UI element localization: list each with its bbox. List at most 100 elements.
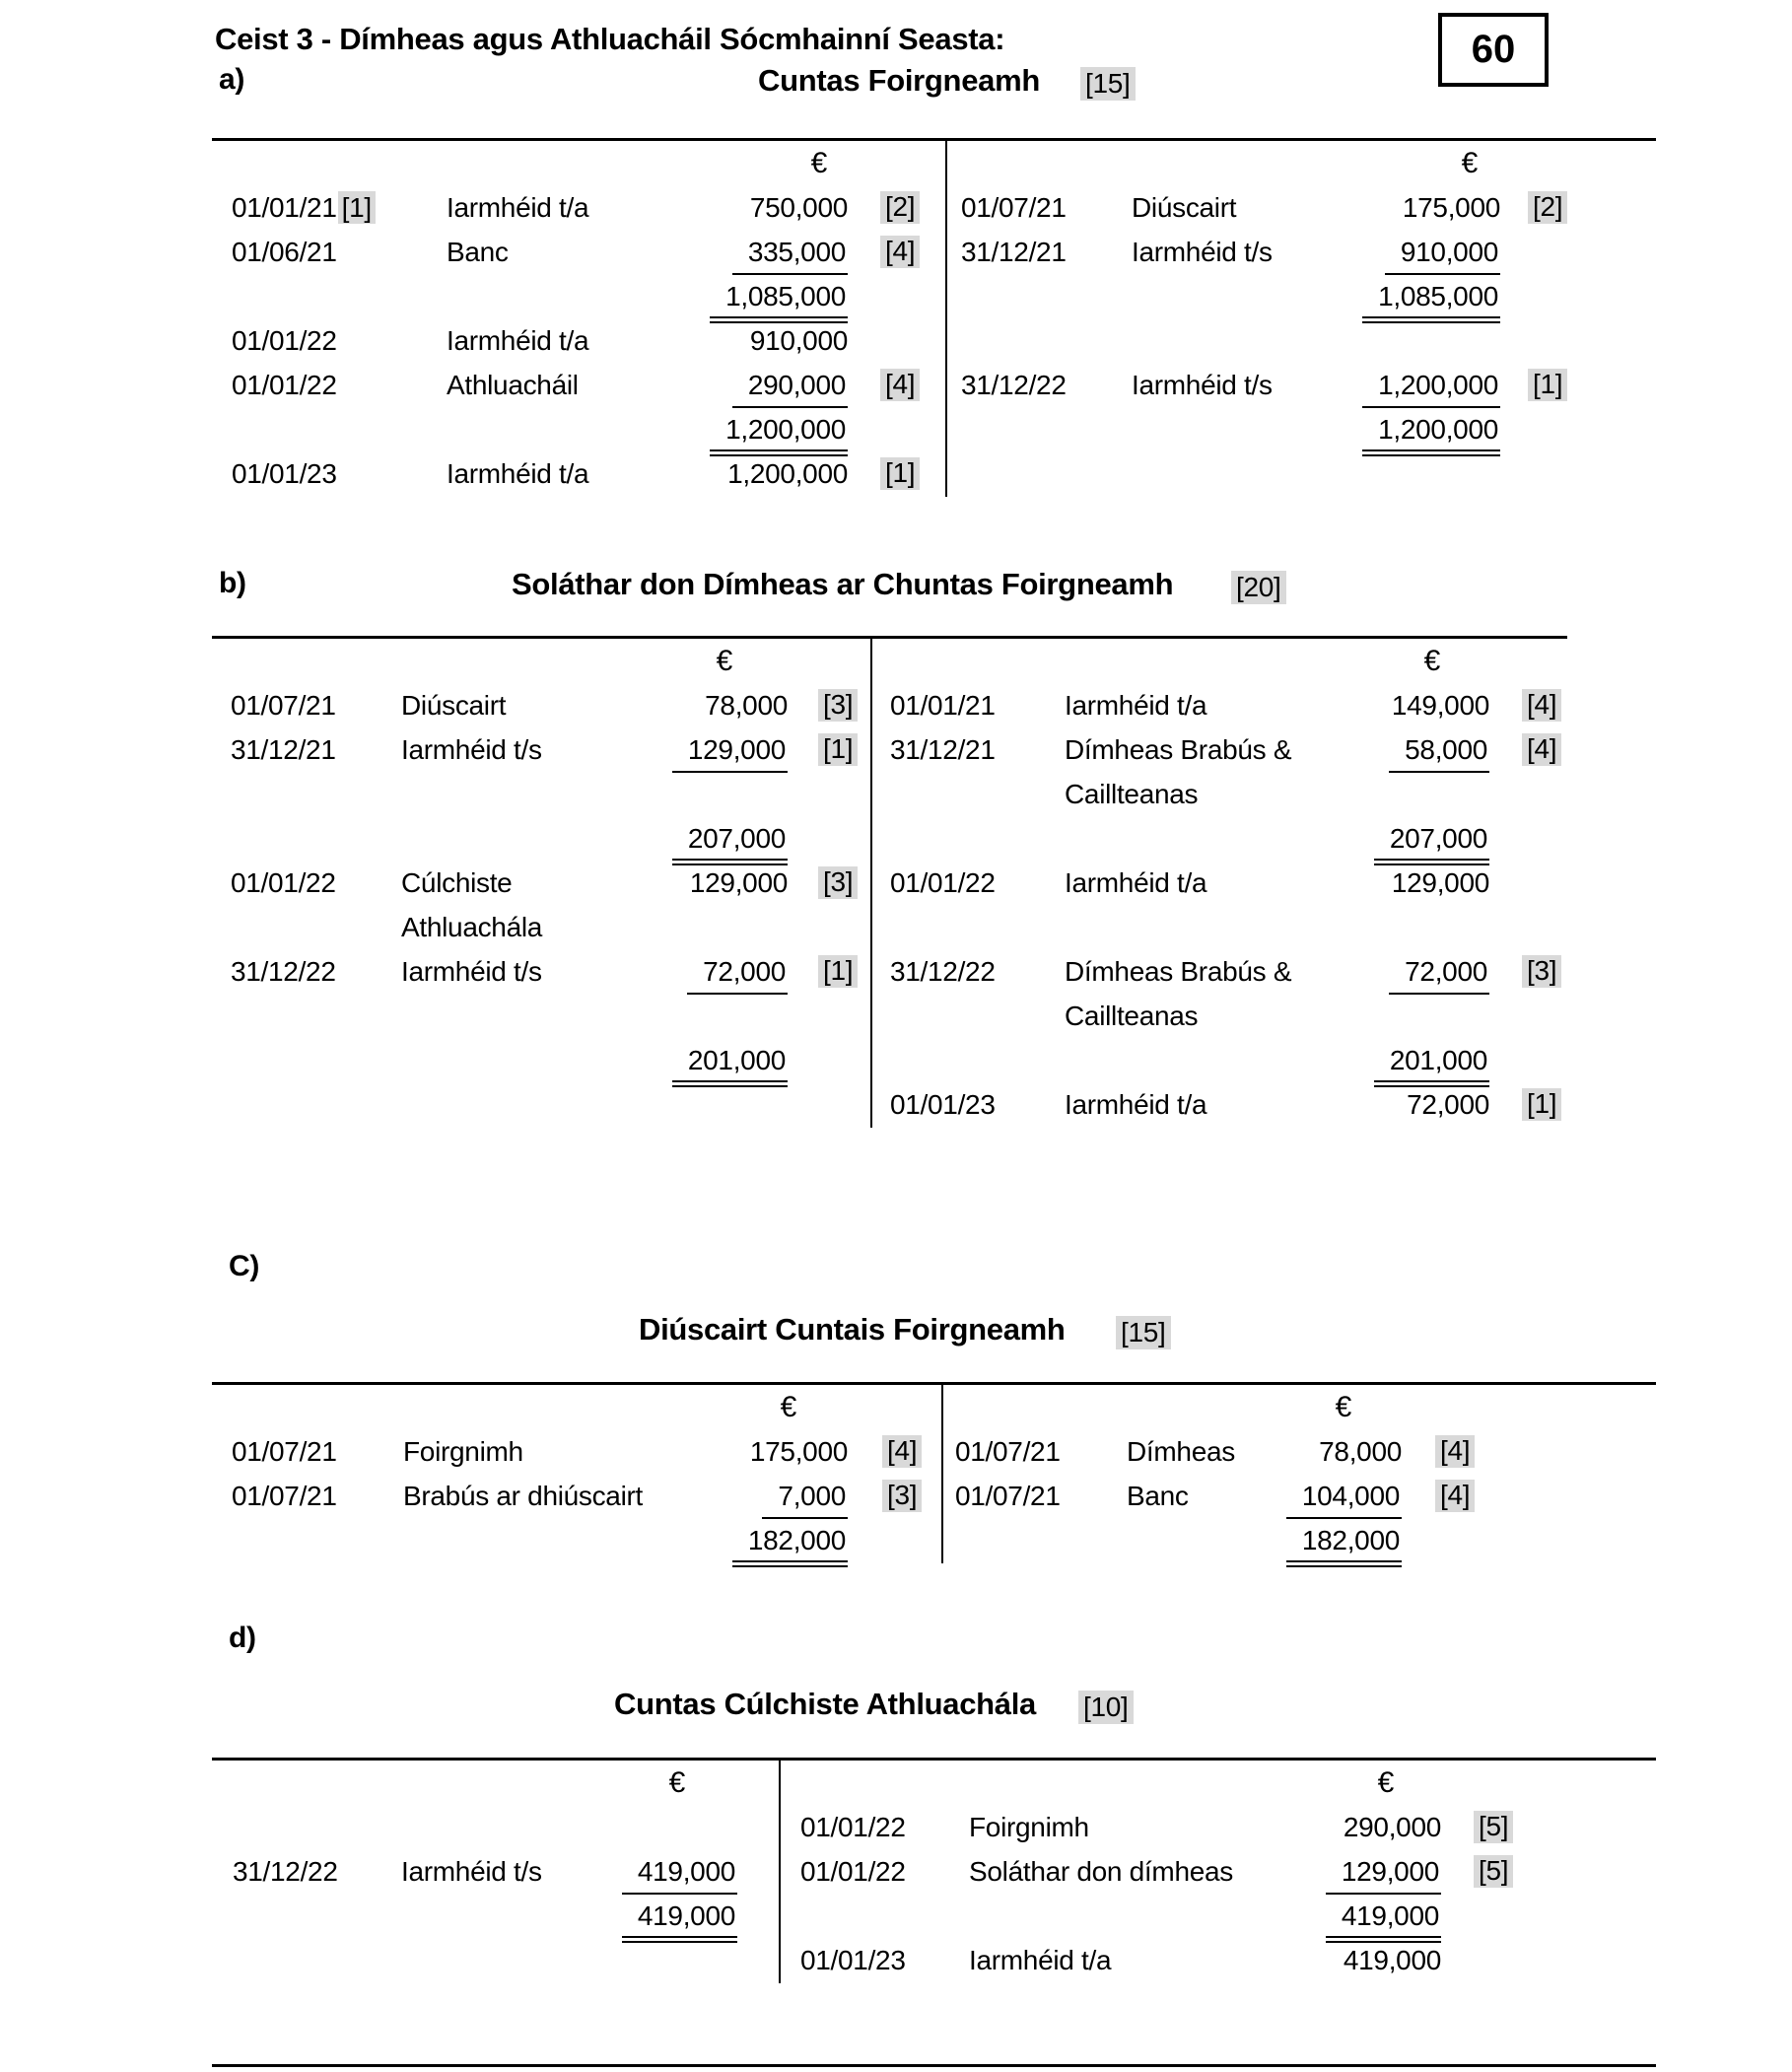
entry-mark: [3] — [882, 1480, 923, 1512]
bottom-rule — [212, 2064, 1656, 2067]
entry-mark: [2] — [880, 191, 921, 224]
section-label-c: C) — [229, 1250, 260, 1282]
section-label-b: b) — [219, 567, 246, 599]
total-marks-value: 60 — [1471, 28, 1516, 71]
entry-description: Banc — [447, 237, 509, 268]
currency-symbol: € — [1461, 147, 1479, 179]
account-entry-row: Athluachála — [212, 906, 870, 950]
entry-mark: [1] — [880, 457, 921, 490]
entry-date: 01/07/21 — [955, 1481, 1061, 1512]
entry-date: 01/01/22 — [890, 867, 996, 899]
entry-description: Iarmhéid t/a — [1065, 1089, 1207, 1121]
account-entry-row: 1,200,000 — [212, 408, 945, 456]
entry-amount: 419,000 — [621, 1856, 737, 1895]
account-entry-row: 182,000 — [212, 1519, 941, 1567]
entry-amount: 910,000 — [1384, 237, 1500, 275]
account-entry-row: 31/12/22 Iarmhéid t/s 1,200,000 [1] — [947, 364, 1656, 408]
currency-header-row: € — [212, 141, 945, 186]
entry-amount: 129,000 — [671, 734, 788, 773]
entry-description: Foirgnimh — [403, 1436, 523, 1468]
t-account-b-debit-side: € 01/07/21 Diúscairt 78,000 [3] 31/12/21 Iarm… — [212, 639, 870, 1128]
entry-amount: 182,000 — [731, 1525, 848, 1567]
entry-amount: 175,000 — [1402, 192, 1500, 224]
account-entry-row — [212, 995, 870, 1039]
entry-mark: [5] — [1474, 1855, 1514, 1888]
account-entry-row: 01/01/22 Foirgnimh 290,000 [5] — [781, 1806, 1656, 1850]
account-entry-row: 419,000 — [212, 1895, 779, 1943]
entry-amount: 419,000 — [1343, 1945, 1441, 1976]
entry-mark: [2] — [1528, 191, 1568, 224]
entry-amount: 149,000 — [1391, 690, 1489, 722]
entry-date: 31/12/22 — [231, 956, 336, 988]
entry-date: 01/07/21 — [232, 1436, 337, 1468]
entry-description: Soláthar don dímheas — [969, 1856, 1233, 1888]
currency-symbol: € — [1335, 1391, 1352, 1423]
account-marks-d: [10] — [1078, 1691, 1134, 1724]
entry-description: Dímheas Brabús & — [1065, 734, 1292, 766]
entry-mark: [1] — [1528, 369, 1568, 401]
account-entry-row: Caillteanas — [872, 773, 1567, 817]
account-title-d: Cuntas Cúlchiste Athluachála — [614, 1687, 1036, 1721]
entry-description: Iarmhéid t/s — [1132, 370, 1273, 401]
entry-mark: [3] — [818, 689, 859, 722]
account-title-b: Soláthar don Dímheas ar Chuntas Foirgnea… — [512, 567, 1174, 601]
entry-description: Iarmhéid t/a — [1065, 690, 1207, 722]
t-account-b-credit-side: € 01/01/21 Iarmhéid t/a 149,000 [4] 31/12/21… — [872, 639, 1567, 1128]
document-title: Ceist 3 - Dímheas agus Athluacháil Sócmh… — [215, 22, 1005, 56]
entry-amount: 201,000 — [671, 1045, 788, 1087]
entry-amount: 207,000 — [671, 823, 788, 865]
entry-amount: 72,000 — [1389, 956, 1489, 995]
entry-description: Iarmhéid t/a — [447, 458, 589, 490]
entry-date: 01/01/23 — [232, 458, 337, 490]
entry-amount: 419,000 — [1325, 1900, 1441, 1943]
entry-description: Dímheas — [1127, 1436, 1235, 1468]
account-entry-row — [212, 773, 870, 817]
entry-description: Athluachála — [401, 912, 543, 943]
entry-description: Iarmhéid t/a — [969, 1945, 1112, 1976]
account-entry-row: 01/07/21 Diúscairt 78,000 [3] — [212, 684, 870, 728]
account-entry-row: 207,000 — [872, 817, 1567, 865]
entry-date: 01/01/23 — [890, 1089, 996, 1121]
account-entry-row: 1,200,000 — [947, 408, 1656, 456]
entry-amount: 72,000 — [687, 956, 788, 995]
entry-description: Foirgnimh — [969, 1812, 1089, 1843]
entry-amount: 129,000 — [1325, 1856, 1441, 1895]
t-account-a-debit-side: € 01/01/21 [1] Iarmhéid t/a 750,000 [2] 01/06… — [212, 141, 945, 497]
currency-symbol: € — [780, 1391, 797, 1423]
t-account-c: € 01/07/21 Foirgnimh 175,000 [4] 01/07/21 Bra… — [212, 1382, 1656, 1567]
account-entry-row — [212, 1939, 779, 1983]
currency-symbol: € — [668, 1766, 686, 1799]
account-entry-row: 31/12/22 Dímheas Brabús & 72,000 [3] — [872, 950, 1567, 995]
entry-date: 01/01/22 — [232, 370, 337, 401]
entry-mark: [3] — [818, 866, 859, 899]
entry-mark: [3] — [1522, 955, 1562, 988]
entry-mark: [1] — [1522, 1088, 1562, 1121]
t-account-c-credit-side: € 01/07/21 Dímheas 78,000 [4] 01/07/21 Banc 10… — [943, 1385, 1656, 1567]
t-account-d-credit-side: € 01/01/22 Foirgnimh 290,000 [5] 01/01/22 Sol… — [781, 1761, 1656, 1983]
entry-description: Diúscairt — [401, 690, 507, 722]
entry-date: 31/12/22 — [890, 956, 996, 988]
entry-mark: [4] — [1522, 689, 1562, 722]
entry-amount: 72,000 — [1407, 1089, 1489, 1121]
entry-amount: 129,000 — [1391, 867, 1489, 899]
entry-amount: 335,000 — [731, 237, 848, 275]
account-entry-row — [872, 906, 1567, 950]
entry-amount: 750,000 — [749, 192, 848, 224]
entry-amount: 175,000 — [749, 1436, 848, 1468]
account-entry-row: 201,000 — [872, 1039, 1567, 1087]
entry-description: Cúlchiste — [401, 867, 513, 899]
entry-date-mark: [1] — [337, 191, 376, 225]
entry-amount: 910,000 — [749, 325, 848, 357]
account-entry-row — [947, 319, 1656, 364]
currency-symbol: € — [810, 147, 828, 179]
account-entry-row: 1,085,000 — [212, 275, 945, 323]
entry-description: Iarmhéid t/s — [401, 734, 542, 766]
entry-amount: 104,000 — [1285, 1481, 1402, 1519]
entry-description: Brabús ar dhiúscairt — [403, 1481, 644, 1512]
entry-date: 01/07/21 — [231, 690, 336, 722]
account-entry-row: 31/12/22 Iarmhéid t/s 419,000 — [212, 1850, 779, 1895]
entry-amount: 1,200,000 — [1362, 414, 1500, 456]
entry-description: Caillteanas — [1065, 779, 1199, 810]
account-entry-row: 1,085,000 — [947, 275, 1656, 323]
